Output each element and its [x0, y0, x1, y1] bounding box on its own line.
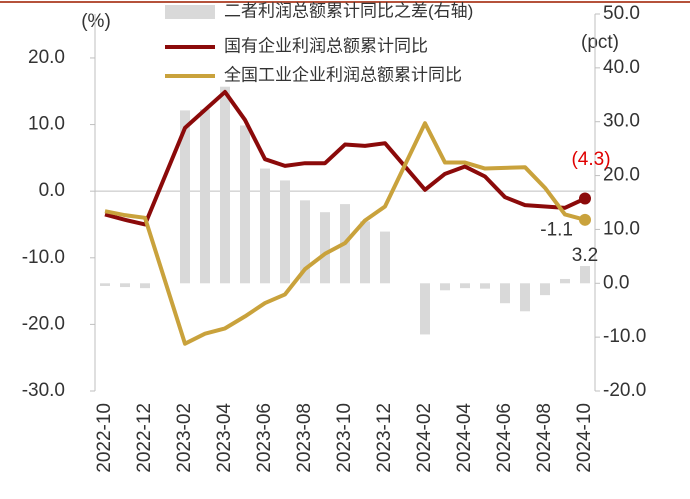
x-tick-label: 2023-02 — [174, 403, 195, 473]
legend-label: 国有企业利润总额累计同比 — [224, 36, 428, 55]
x-tick-label: 2024-10 — [574, 403, 595, 473]
x-tick-label: 2023-12 — [374, 403, 395, 473]
y-tick-label: -10.0 — [22, 247, 65, 268]
y-tick-label: 10.0 — [28, 114, 65, 135]
bar — [480, 283, 490, 289]
bar — [100, 283, 110, 286]
x-tick-label: 2023-10 — [334, 403, 355, 473]
bar — [520, 283, 530, 312]
y-tick-label: -30.0 — [22, 380, 65, 401]
y-tick-label: 0.0 — [39, 180, 65, 201]
y2-tick-label: 20.0 — [603, 165, 640, 186]
x-tick-label: 2022-10 — [94, 403, 115, 473]
y2-tick-label: 40.0 — [603, 57, 640, 78]
bar — [500, 283, 510, 304]
value-label: -1.1 — [540, 220, 573, 241]
y-axis-label: (%) — [81, 11, 111, 32]
bar — [300, 200, 310, 284]
legend-label: 全国工业企业利润总额累计同比 — [224, 65, 462, 84]
x-tick-label: 2024-04 — [454, 403, 475, 473]
legend-swatch — [165, 5, 215, 19]
y2-tick-label: 30.0 — [603, 111, 640, 132]
bar — [440, 283, 450, 291]
y2-tick-label: -10.0 — [603, 326, 646, 347]
x-tick-label: 2024-06 — [494, 403, 515, 473]
x-tick-label: 2023-06 — [254, 403, 275, 473]
bar — [460, 283, 470, 289]
bar — [380, 231, 390, 284]
y2-tick-label: -20.0 — [603, 380, 646, 401]
bar — [360, 221, 370, 284]
value-label: (4.3) — [571, 149, 610, 170]
bar — [560, 278, 570, 284]
bar — [180, 110, 190, 284]
bar — [280, 180, 290, 284]
legend-label: 二者利润总额累计同比之差(右轴) — [224, 1, 473, 20]
x-tick-label: 2023-04 — [214, 403, 235, 473]
value-label: 3.2 — [572, 245, 598, 266]
x-tick-label: 2024-08 — [534, 403, 555, 473]
y-tick-label: 20.0 — [28, 47, 65, 68]
bar — [220, 86, 230, 284]
bar — [140, 283, 150, 289]
y2-axis-label: (pct) — [581, 32, 619, 53]
bar — [540, 283, 550, 296]
end-dot — [579, 192, 591, 205]
y2-tick-label: 50.0 — [603, 3, 640, 24]
bar — [420, 283, 430, 335]
x-tick-label: 2024-02 — [414, 403, 435, 473]
y2-tick-label: 0.0 — [603, 272, 629, 293]
end-dot — [579, 213, 591, 226]
bar — [240, 125, 250, 284]
x-tick-label: 2022-12 — [134, 403, 155, 473]
bar — [200, 109, 210, 284]
x-tick-label: 2023-08 — [294, 403, 315, 473]
bar — [120, 283, 130, 288]
bar — [320, 212, 330, 284]
line — [104, 121, 586, 346]
y2-tick-label: 10.0 — [603, 218, 640, 239]
bar — [260, 168, 270, 284]
bar — [580, 266, 590, 284]
y-tick-label: -20.0 — [22, 313, 65, 334]
line — [104, 89, 586, 227]
